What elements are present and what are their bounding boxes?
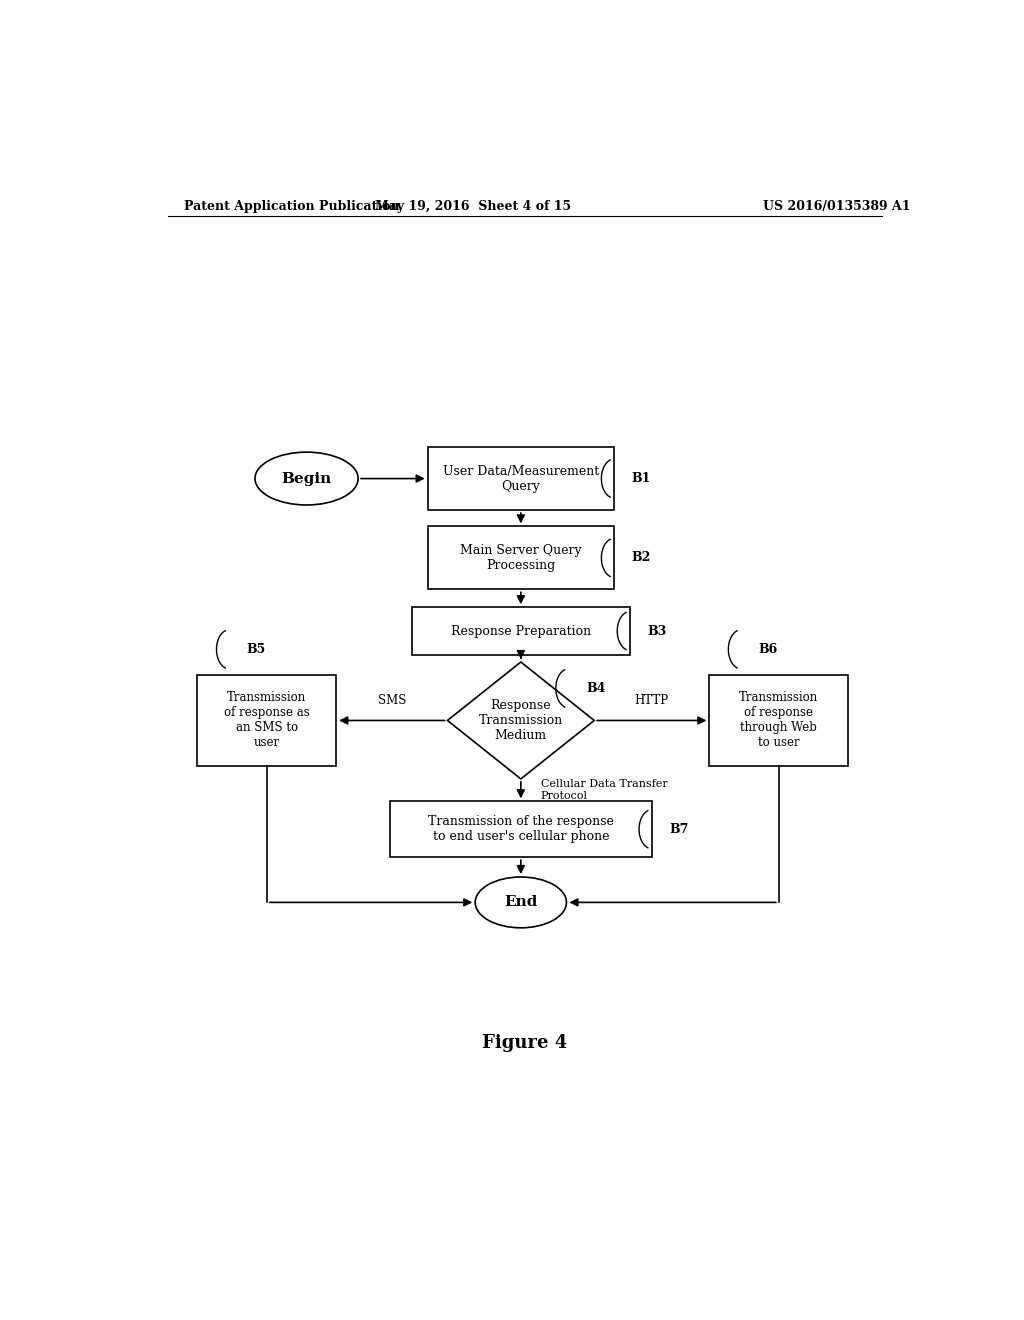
FancyBboxPatch shape bbox=[428, 527, 614, 589]
Text: B6: B6 bbox=[759, 643, 778, 656]
FancyBboxPatch shape bbox=[428, 447, 614, 510]
Text: End: End bbox=[504, 895, 538, 909]
Text: Cellular Data Transfer
Protocol: Cellular Data Transfer Protocol bbox=[541, 779, 668, 801]
Text: B4: B4 bbox=[586, 682, 605, 694]
Text: Figure 4: Figure 4 bbox=[482, 1034, 567, 1052]
Text: B1: B1 bbox=[632, 473, 651, 484]
Text: HTTP: HTTP bbox=[635, 694, 669, 708]
Text: Main Server Query
Processing: Main Server Query Processing bbox=[460, 544, 582, 572]
Text: Response Preparation: Response Preparation bbox=[451, 624, 591, 638]
Polygon shape bbox=[447, 663, 594, 779]
Text: SMS: SMS bbox=[378, 694, 407, 708]
Text: User Data/Measurement
Query: User Data/Measurement Query bbox=[442, 465, 599, 492]
Ellipse shape bbox=[475, 876, 566, 928]
FancyBboxPatch shape bbox=[198, 675, 336, 766]
Text: US 2016/0135389 A1: US 2016/0135389 A1 bbox=[763, 199, 910, 213]
Text: Transmission
of response as
an SMS to
user: Transmission of response as an SMS to us… bbox=[224, 692, 309, 750]
Text: B2: B2 bbox=[632, 552, 651, 565]
Text: Patent Application Publication: Patent Application Publication bbox=[183, 199, 399, 213]
Ellipse shape bbox=[255, 453, 358, 506]
Text: Transmission of the response
to end user's cellular phone: Transmission of the response to end user… bbox=[428, 816, 613, 843]
Text: May 19, 2016  Sheet 4 of 15: May 19, 2016 Sheet 4 of 15 bbox=[375, 199, 571, 213]
Text: B3: B3 bbox=[647, 624, 667, 638]
FancyBboxPatch shape bbox=[390, 801, 651, 857]
Text: Response
Transmission
Medium: Response Transmission Medium bbox=[478, 700, 563, 742]
Text: B7: B7 bbox=[670, 822, 688, 836]
Text: Transmission
of response
through Web
to user: Transmission of response through Web to … bbox=[739, 692, 818, 750]
FancyBboxPatch shape bbox=[710, 675, 848, 766]
Text: B5: B5 bbox=[247, 643, 266, 656]
FancyBboxPatch shape bbox=[412, 607, 630, 655]
Text: Begin: Begin bbox=[282, 471, 332, 486]
